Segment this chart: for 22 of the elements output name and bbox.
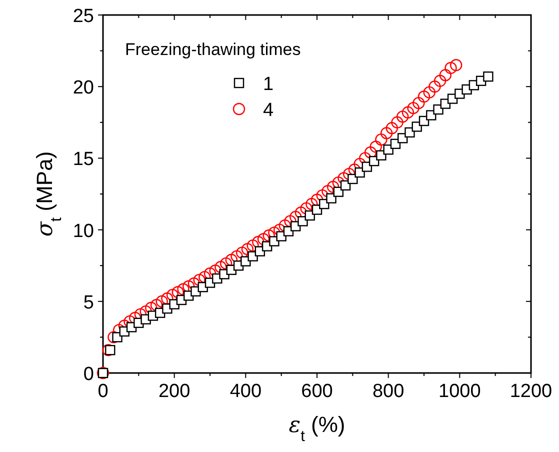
y-tick-label: 15	[72, 149, 94, 170]
y-tick-label: 5	[83, 292, 94, 314]
point	[348, 174, 358, 184]
x-tick-label: 1200	[510, 381, 552, 402]
point	[105, 344, 116, 356]
x-tick-label: 1000	[438, 381, 481, 402]
legend-title: Freezing-thawing times	[125, 40, 301, 59]
y-tick-label: 25	[72, 6, 94, 27]
x-tick-label: 800	[372, 381, 404, 402]
legend-label: 1	[263, 74, 274, 95]
point	[326, 193, 336, 204]
x-axis-title: ε$_{t}$ (%)	[288, 412, 346, 444]
x-tick-label: 200	[158, 381, 190, 402]
y-tick-label: 0	[83, 364, 94, 385]
y-tick-label: 20	[72, 78, 94, 99]
point	[298, 216, 308, 226]
x-tick-label: 600	[301, 381, 333, 402]
y-tick-label: 10	[72, 220, 94, 242]
x-tick-label: 400	[230, 381, 262, 402]
legend-label: 4	[263, 100, 274, 121]
point	[483, 71, 494, 82]
x-tick-label: 0	[98, 381, 108, 402]
